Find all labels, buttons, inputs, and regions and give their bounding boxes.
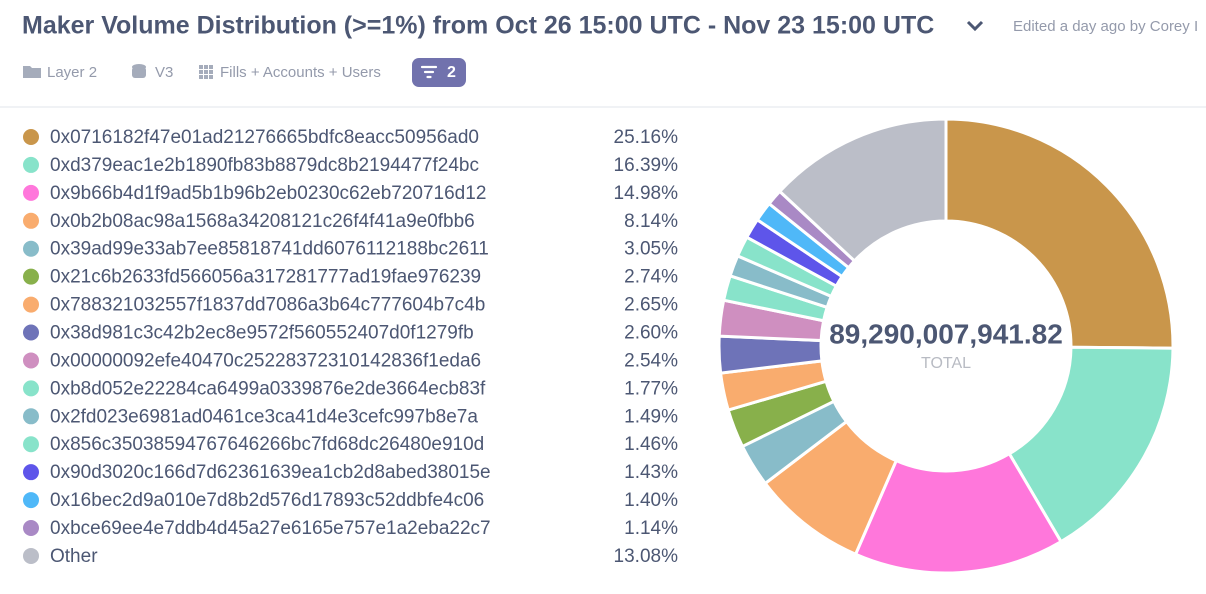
collection-link[interactable]: Layer 2 [47,64,97,81]
legend-dot [23,380,39,397]
legend-label: 0xd379eac1e2b1890fb83b8879dc8b2194477f24… [50,155,479,176]
legend-value: 1.77% [624,378,678,399]
donut-slice[interactable] [777,117,948,263]
legend-label: 0x21c6b2633fd566056a317281777ad19fae9762… [50,267,481,288]
legend-label: 0x16bec2d9a010e7d8b2d576d17893c52ddbfe4c… [50,490,484,511]
edited-info: Edited a day ago by Corey I [1013,18,1198,35]
table-link[interactable]: Fills + Accounts + Users [220,64,381,81]
legend-value: 2.54% [624,350,678,371]
total-caption: TOTAL [921,355,971,372]
legend-dot [23,240,39,257]
donut-slice[interactable] [853,451,1064,575]
legend-label: 0x38d981c3c42b2ec8e9572f560552407d0f1279… [50,323,474,344]
folder-icon [23,66,41,78]
legend-value: 2.65% [624,295,678,316]
filter-badge[interactable] [412,58,466,87]
legend-dot [23,520,39,537]
legend-label: 0x39ad99e33ab7ee85818741dd6076112188bc26… [50,239,489,260]
legend-value: 2.74% [624,267,678,288]
database-icon [132,67,146,78]
legend-dot [23,296,39,313]
filter-count: 2 [447,64,456,81]
legend-label: 0x9b66b4d1f9ad5b1b96b2eb0230c62eb720716d… [50,183,486,204]
legend-dot [23,352,39,369]
database-link[interactable]: V3 [155,64,173,81]
legend-value: 1.49% [624,406,678,427]
legend-value: 25.16% [614,127,679,148]
legend-label: 0x00000092efe40470c25228372310142836f1ed… [50,350,481,371]
legend-value: 2.60% [624,323,678,344]
legend-value: 14.98% [614,183,679,204]
legend-dot [23,408,39,425]
table-icon [199,65,213,79]
legend-label: 0x90d3020c166d7d62361639ea1cb2d8abed3801… [50,462,491,483]
legend-label: 0x788321032557f1837dd7086a3b64c777604b7c… [50,295,485,316]
legend-dot [23,464,39,481]
legend-value: 3.05% [624,239,678,260]
legend-dot [23,212,39,229]
legend-dot [23,324,39,341]
legend-label: Other [50,546,98,567]
legend-dot [23,184,39,201]
card-title: Maker Volume Distribution (>=1%) from Oc… [22,12,934,40]
legend-label: 0xbce69ee4e7ddb4d45a27e6165e757e1a2eba22… [50,518,491,539]
legend-value: 13.08% [614,546,679,567]
legend-value: 16.39% [614,155,679,176]
legend-label: 0x856c35038594767646266bc7fd68dc26480e91… [50,434,484,455]
legend-value: 8.14% [624,211,678,232]
legend-label: 0x2fd023e6981ad0461ce3ca41d4e3cefc997b8e… [50,406,478,427]
filter-icon [420,65,438,79]
legend-dot [23,547,39,564]
legend-value: 1.46% [624,434,678,455]
legend-label: 0x0716182f47e01ad21276665bdfc8eacc50956a… [50,127,479,148]
total-value: 89,290,007,941.82 [829,318,1063,349]
legend-dot [23,492,39,509]
legend-value: 1.40% [624,490,678,511]
legend-value: 1.43% [624,462,678,483]
title-chevron[interactable] [966,20,984,32]
legend-dot [23,436,39,453]
legend-label: 0x0b2b08ac98a1568a34208121c26f4f41a9e0fb… [50,211,475,232]
legend-dot [23,156,39,173]
legend-dot [23,129,39,145]
donut-slice[interactable] [1007,345,1175,544]
legend-value: 1.14% [624,518,678,539]
legend-dot [23,268,39,285]
legend-label: 0xb8d052e22284ca6499a0339876e2de3664ecb8… [50,378,486,399]
donut-slice[interactable] [944,117,1175,350]
